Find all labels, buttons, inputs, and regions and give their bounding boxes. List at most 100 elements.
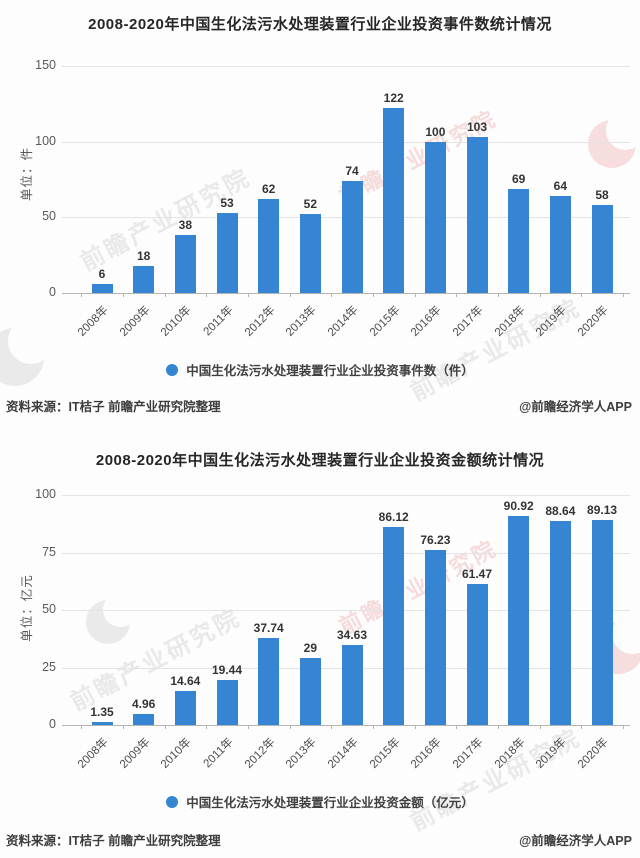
bar bbox=[216, 212, 238, 293]
axis-tick bbox=[122, 725, 124, 729]
bar-value-label: 86.12 bbox=[378, 509, 409, 524]
source-left: 资料来源：IT桔子 前瞻产业研究院整理 bbox=[6, 834, 221, 848]
bar-value-label: 88.64 bbox=[545, 504, 576, 519]
bar-value-label: 122 bbox=[383, 91, 404, 106]
axis-tick bbox=[247, 293, 249, 297]
bar-value-label: 53 bbox=[220, 195, 234, 210]
chart-2-legend: 中国生化法污水处理装置行业企业投资金额（亿元） bbox=[0, 792, 640, 811]
bar bbox=[508, 188, 530, 293]
axis-tick bbox=[289, 293, 291, 297]
axis-tick bbox=[331, 293, 333, 297]
bar-value-label: 61.47 bbox=[462, 566, 493, 581]
y-tick-label: 150 bbox=[35, 58, 56, 72]
bar bbox=[258, 638, 280, 725]
chart-2-title: 2008-2020年中国生化法污水处理装置行业企业投资金额统计情况 bbox=[95, 452, 545, 469]
y-tick-label: 100 bbox=[35, 487, 56, 501]
bar bbox=[508, 515, 530, 725]
bar bbox=[424, 141, 446, 293]
bar bbox=[466, 137, 488, 293]
bar bbox=[383, 108, 405, 293]
chart-1-plot-area: 0 50 100 150 6 2008年 18 2009年 38 2010年 53 2011年 62 20… bbox=[0, 56, 640, 356]
chart-2-legend-label: 中国生化法污水处理装置行业企业投资金额（亿元） bbox=[186, 796, 474, 810]
source-right: @前瞻经济学人APP bbox=[519, 400, 632, 414]
y-tick-label: 0 bbox=[49, 285, 56, 299]
bar-value-label: 38 bbox=[178, 218, 192, 233]
chart-1-legend: 中国生化法污水处理装置行业企业投资事件数（件） bbox=[0, 360, 640, 379]
axis-tick bbox=[206, 725, 208, 729]
y-tick-label: 50 bbox=[42, 209, 56, 224]
bar bbox=[216, 680, 238, 725]
bar-value-label: 62 bbox=[261, 182, 276, 197]
source-left: 资料来源：IT桔子 前瞻产业研究院整理 bbox=[6, 400, 221, 414]
bar-value-label: 37.74 bbox=[253, 621, 284, 636]
y-tick-label: 0 bbox=[49, 717, 56, 731]
bar-value-label: 90.92 bbox=[503, 498, 534, 513]
axis-tick bbox=[372, 293, 374, 297]
axis-tick bbox=[622, 293, 624, 297]
bar bbox=[258, 199, 280, 293]
bar-value-label: 19.44 bbox=[211, 663, 243, 678]
gridline bbox=[62, 66, 630, 67]
axis-tick bbox=[581, 293, 583, 297]
y-tick-label: 50 bbox=[42, 602, 56, 616]
y-tick-label: 75 bbox=[42, 544, 56, 559]
bar bbox=[549, 521, 571, 725]
axis-tick bbox=[164, 725, 166, 729]
axis-tick bbox=[581, 725, 583, 729]
axis-tick bbox=[414, 725, 416, 729]
chart-2-plot-area: 0 25 50 75 100 1.35 2008年 4.96 2009年 14.64 2010年 19… bbox=[0, 480, 640, 792]
bar bbox=[133, 713, 155, 725]
y-tick-label: 25 bbox=[42, 659, 56, 674]
bar bbox=[174, 691, 196, 725]
bar bbox=[424, 549, 446, 725]
chart-1-legend-label: 中国生化法污水处理装置行业企业投资事件数（件） bbox=[186, 364, 474, 378]
bar-value-label: 64 bbox=[553, 179, 568, 194]
bar bbox=[341, 645, 363, 725]
bar-value-label: 1.35 bbox=[90, 704, 114, 719]
bar-value-label: 34.63 bbox=[337, 628, 368, 643]
bar-value-label: 89.13 bbox=[587, 503, 618, 517]
axis-tick bbox=[81, 293, 83, 297]
bar-value-label: 6 bbox=[98, 266, 106, 281]
x-axis-line bbox=[62, 293, 630, 294]
axis-tick bbox=[122, 293, 124, 297]
bar bbox=[91, 283, 113, 293]
bar bbox=[299, 214, 321, 293]
chart-1-source-row: 资料来源：IT桔子 前瞻产业研究院整理 @前瞻经济学人APP bbox=[0, 396, 640, 415]
bar-value-label: 74 bbox=[345, 164, 359, 178]
gridline bbox=[62, 552, 630, 554]
bar-value-label: 100 bbox=[425, 124, 446, 139]
y-tick-label: 100 bbox=[35, 133, 56, 148]
axis-tick bbox=[539, 293, 541, 297]
axis-tick bbox=[289, 725, 291, 729]
axis-tick bbox=[414, 293, 416, 297]
axis-tick bbox=[456, 725, 458, 729]
bar bbox=[549, 196, 571, 293]
bar-value-label: 4.96 bbox=[131, 696, 156, 711]
legend-dot-icon bbox=[166, 795, 179, 808]
axis-tick bbox=[622, 725, 624, 729]
axis-tick bbox=[81, 725, 83, 729]
bar bbox=[174, 235, 196, 293]
bar-value-label: 52 bbox=[303, 197, 318, 212]
bar bbox=[91, 721, 113, 725]
legend-dot-icon bbox=[166, 363, 179, 376]
axis-tick bbox=[497, 725, 499, 729]
bar bbox=[591, 520, 613, 725]
bar bbox=[133, 265, 155, 293]
bar bbox=[299, 658, 321, 725]
bar bbox=[591, 205, 613, 293]
bar-value-label: 14.64 bbox=[170, 674, 201, 689]
chart-2-source-row: 资料来源：IT桔子 前瞻产业研究院整理 @前瞻经济学人APP bbox=[0, 830, 640, 849]
gridline bbox=[62, 495, 630, 496]
bar-value-label: 103 bbox=[467, 120, 488, 135]
bar-value-label: 18 bbox=[136, 248, 151, 263]
axis-tick bbox=[206, 293, 208, 297]
gridline bbox=[62, 610, 630, 611]
bar bbox=[341, 181, 363, 293]
bar bbox=[383, 526, 405, 725]
axis-tick bbox=[497, 293, 499, 297]
axis-tick bbox=[456, 293, 458, 297]
gridline bbox=[62, 141, 630, 143]
